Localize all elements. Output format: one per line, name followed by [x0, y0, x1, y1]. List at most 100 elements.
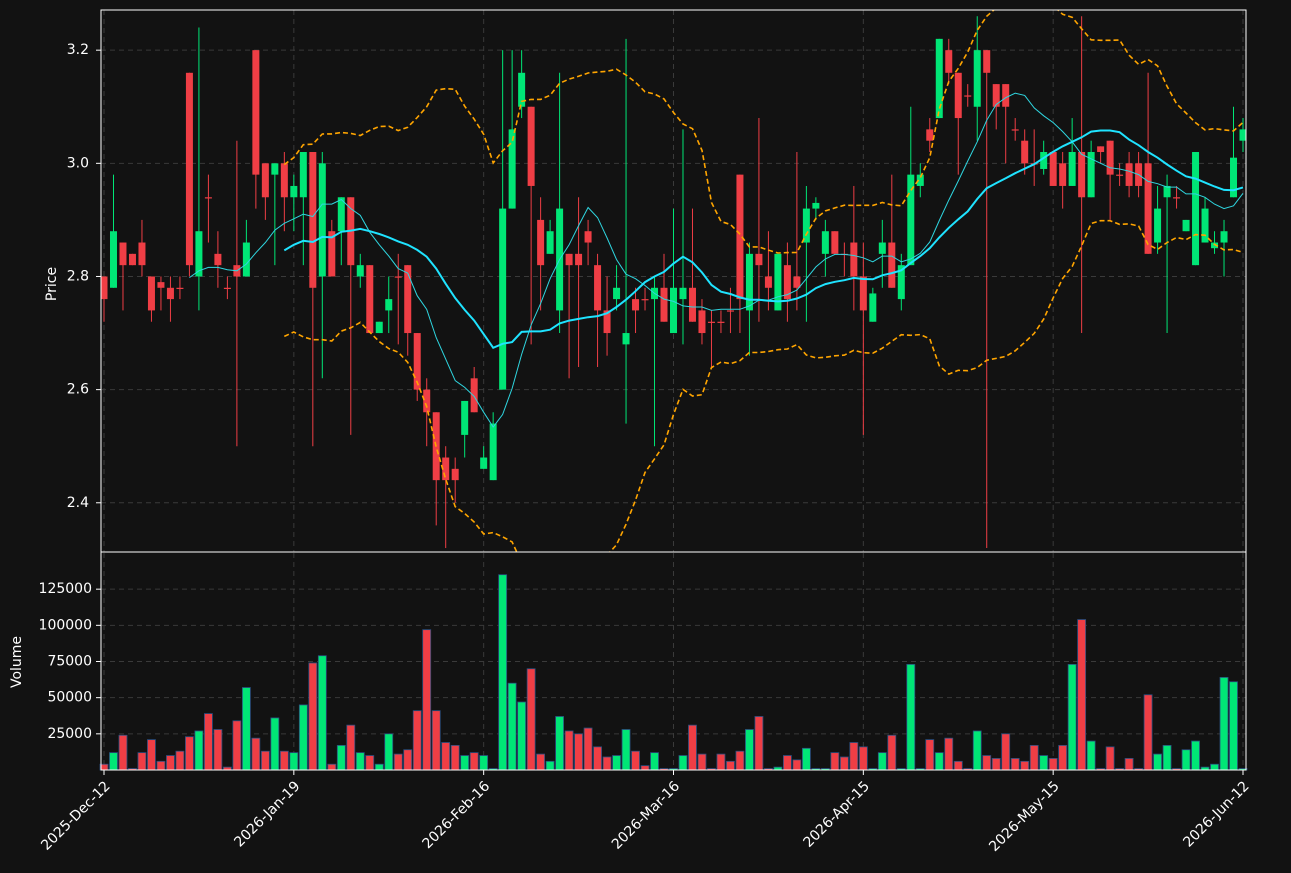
y-tick-label: 2.8 — [67, 268, 89, 284]
volume-bar — [583, 727, 593, 771]
candle-body — [983, 50, 991, 73]
candle-body — [537, 219, 545, 266]
y-tick-label: 3.2 — [67, 42, 89, 58]
y-tick-label: 2.6 — [67, 382, 89, 398]
volume-bar — [147, 739, 156, 771]
candle-body — [698, 310, 706, 334]
candle-body — [1116, 174, 1124, 176]
volume-bar — [593, 746, 602, 771]
volume-bar — [953, 760, 963, 771]
candle-body — [594, 265, 602, 311]
candle-body — [1220, 231, 1228, 243]
candle-body — [356, 265, 364, 277]
candle-body — [632, 299, 640, 311]
candle-body — [1173, 197, 1181, 199]
volume-bar — [631, 750, 640, 771]
volume-bar — [175, 750, 185, 771]
volume-bar — [185, 736, 194, 771]
candle-body — [1201, 208, 1209, 243]
volume-bar — [602, 756, 612, 771]
candle-body — [935, 38, 943, 119]
candle-body — [451, 468, 459, 481]
volume-bar — [156, 760, 166, 771]
volume-bar — [517, 701, 527, 771]
candle-body — [660, 287, 668, 322]
volume-bar — [1105, 746, 1115, 771]
volume-bar — [1048, 758, 1058, 771]
bollinger-lower — [283, 219, 1244, 552]
candle-body — [1040, 152, 1048, 169]
y-tick-label: 3.0 — [67, 155, 89, 171]
bollinger-upper — [283, 10, 1244, 254]
candle-body — [1087, 152, 1095, 198]
candle-body — [1021, 140, 1029, 164]
candle-body — [100, 276, 108, 300]
candle-body — [916, 174, 924, 186]
candle-body — [337, 197, 345, 232]
candle-body — [964, 95, 972, 97]
candle-body — [726, 310, 734, 312]
volume-bar — [792, 759, 802, 771]
candle-body — [679, 287, 687, 300]
candle-body — [271, 163, 279, 175]
volume-bar — [1143, 694, 1153, 771]
volume-bar — [241, 687, 251, 771]
candle-body — [1059, 163, 1067, 186]
volume-bar — [877, 752, 887, 771]
candle-body — [480, 457, 488, 469]
volume-bar — [1001, 733, 1011, 771]
candle-body — [1144, 163, 1152, 254]
candle-body — [1011, 129, 1019, 131]
volume-bar — [1191, 740, 1200, 771]
candle-body — [109, 231, 117, 288]
candle-body — [850, 242, 858, 277]
volume-bar — [982, 755, 992, 771]
candle-body — [119, 242, 127, 266]
volume-bar — [545, 760, 555, 771]
volume-bar — [308, 662, 318, 771]
candle-body — [812, 202, 820, 209]
volume-bar — [688, 724, 697, 771]
volume-bar — [574, 733, 583, 771]
volume-bar — [194, 730, 204, 771]
candle-body — [128, 253, 136, 266]
candle-body — [404, 265, 412, 334]
volume-bar — [906, 663, 916, 771]
candle-body — [603, 310, 611, 334]
candle-body — [1239, 129, 1247, 141]
candle-body — [489, 423, 497, 481]
volume-bar — [612, 755, 621, 771]
volume-bar — [289, 752, 299, 771]
candle-body — [926, 129, 934, 141]
volume-bar — [944, 737, 954, 771]
volume-bar — [830, 752, 840, 771]
volume-bar — [270, 717, 280, 771]
candle-body — [1097, 146, 1105, 153]
volume-bar — [925, 739, 935, 771]
volume-bar — [972, 730, 982, 771]
volume-bar — [346, 724, 356, 771]
candle-body — [707, 321, 715, 323]
volume-bar — [1219, 677, 1229, 771]
y-tick-label: 25000 — [47, 726, 92, 742]
candle-body — [394, 276, 402, 278]
volume-bar — [754, 716, 764, 771]
candle-body — [565, 253, 573, 266]
candle-body — [1211, 242, 1219, 249]
volume-bar — [479, 755, 489, 771]
volume-frame — [100, 551, 1247, 771]
volume-bar — [232, 720, 242, 771]
candle-body — [261, 163, 269, 198]
volume-bar — [934, 752, 944, 771]
volume-bar — [1210, 763, 1219, 771]
volume-bar — [460, 755, 470, 771]
candle-body — [328, 231, 336, 277]
candle-body — [945, 50, 953, 73]
volume-bar — [403, 749, 413, 771]
candle-body — [1182, 219, 1190, 232]
candle-body — [1192, 152, 1200, 266]
moving-average — [189, 92, 1244, 428]
candle-body — [973, 50, 981, 107]
candle-body — [888, 242, 896, 288]
candle-body — [366, 265, 374, 334]
